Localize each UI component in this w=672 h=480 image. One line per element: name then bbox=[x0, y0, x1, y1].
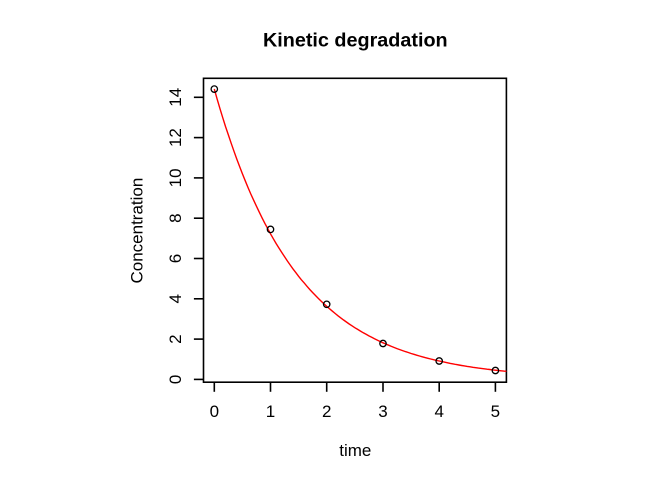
svg-text:2: 2 bbox=[322, 402, 331, 421]
svg-text:10: 10 bbox=[166, 168, 185, 187]
svg-text:4: 4 bbox=[434, 402, 443, 421]
svg-text:8: 8 bbox=[166, 213, 185, 222]
svg-text:0: 0 bbox=[166, 375, 185, 384]
svg-text:time: time bbox=[339, 441, 371, 460]
svg-text:Kinetic degradation: Kinetic degradation bbox=[263, 30, 448, 52]
svg-text:3: 3 bbox=[378, 402, 387, 421]
svg-text:1: 1 bbox=[266, 402, 275, 421]
svg-text:2: 2 bbox=[166, 334, 185, 343]
svg-text:4: 4 bbox=[166, 294, 185, 303]
svg-text:0: 0 bbox=[210, 402, 219, 421]
svg-text:12: 12 bbox=[166, 128, 185, 147]
svg-text:Concentration: Concentration bbox=[128, 178, 147, 284]
svg-text:14: 14 bbox=[166, 88, 185, 107]
svg-text:6: 6 bbox=[166, 254, 185, 263]
svg-text:5: 5 bbox=[491, 402, 500, 421]
